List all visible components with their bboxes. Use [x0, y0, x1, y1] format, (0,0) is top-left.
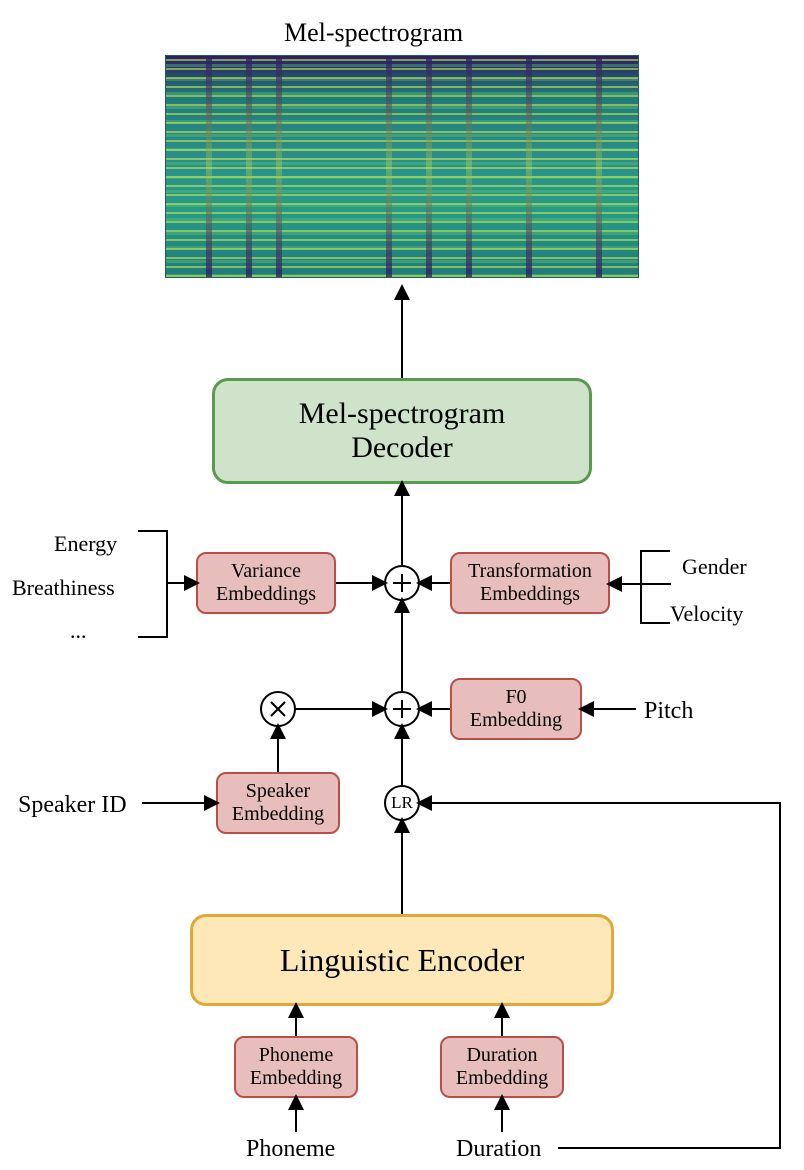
diagram-canvas: Mel-spectrogram Mel-spectrogramDecoder L… [0, 0, 804, 1170]
transformation-label: TransformationEmbeddings [468, 560, 592, 606]
transformation-node: TransformationEmbeddings [450, 552, 610, 614]
times-operator [260, 691, 296, 727]
plus-operator-2 [384, 691, 420, 727]
duration-label: Duration [456, 1136, 541, 1163]
lr-operator: LR [384, 785, 420, 821]
pitch-label: Pitch [644, 698, 693, 725]
speakerid-label: Speaker ID [18, 792, 127, 819]
variance-node: VarianceEmbeddings [196, 552, 336, 614]
f0-label: F0Embedding [470, 686, 562, 732]
velocity-label: Velocity [670, 601, 743, 627]
decoder-label: Mel-spectrogramDecoder [299, 397, 506, 466]
energy-label: Energy [54, 531, 117, 557]
encoder-node: Linguistic Encoder [190, 914, 614, 1006]
duration-emb-node: DurationEmbedding [440, 1036, 564, 1098]
right-bracket [640, 550, 670, 624]
lr-label: LR [391, 793, 413, 813]
variance-label: VarianceEmbeddings [216, 560, 316, 606]
encoder-label: Linguistic Encoder [280, 942, 524, 979]
dots-label: ... [70, 618, 87, 644]
spectrogram-image [165, 55, 639, 278]
phoneme-emb-node: PhonemeEmbedding [234, 1036, 358, 1098]
duration-emb-label: DurationEmbedding [456, 1044, 548, 1090]
plus-operator-1 [384, 565, 420, 601]
speaker-node: SpeakerEmbedding [216, 772, 340, 834]
phoneme-label: Phoneme [246, 1136, 335, 1163]
f0-node: F0Embedding [450, 678, 582, 740]
breathiness-label: Breathiness [12, 575, 115, 601]
speaker-label: SpeakerEmbedding [232, 780, 324, 826]
title: Mel-spectrogram [284, 18, 463, 48]
phoneme-emb-label: PhonemeEmbedding [250, 1044, 342, 1090]
decoder-node: Mel-spectrogramDecoder [212, 378, 592, 484]
left-bracket [138, 530, 168, 638]
gender-label: Gender [682, 554, 747, 580]
